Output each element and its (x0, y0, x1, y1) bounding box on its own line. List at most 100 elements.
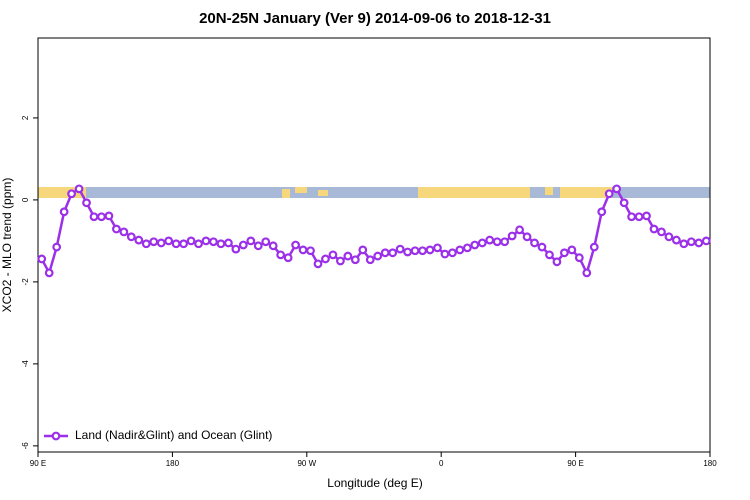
data-point (298, 245, 308, 255)
data-point (156, 238, 166, 248)
data-point (179, 239, 189, 249)
data-point (67, 189, 76, 199)
data-point (44, 268, 54, 278)
x-tick-label: 180 (166, 459, 180, 468)
data-point (679, 239, 689, 249)
data-point (545, 250, 554, 260)
legend-label: Land (Nadir&Glint) and Ocean (Glint) (75, 428, 272, 442)
data-point (134, 235, 144, 245)
y-tick-label: -6 (21, 442, 30, 450)
data-point (642, 211, 651, 221)
data-point (246, 236, 256, 246)
x-tick-label: 90 E (567, 459, 583, 468)
data-point (238, 240, 248, 250)
data-point (485, 235, 495, 245)
data-point (89, 212, 99, 222)
data-point (462, 243, 472, 253)
data-point (119, 227, 129, 237)
data-point (59, 207, 69, 217)
data-point (74, 184, 84, 194)
data-point (313, 259, 323, 269)
data-point (201, 236, 211, 246)
data-point (380, 248, 390, 258)
data-point (321, 254, 330, 264)
data-point (627, 212, 636, 222)
data-point (358, 245, 368, 255)
data-point (194, 239, 203, 249)
data-point (268, 241, 278, 251)
data-point (455, 245, 465, 255)
data-point (283, 253, 293, 263)
y-tick-label: -2 (21, 278, 30, 286)
y-tick-label: 0 (21, 197, 30, 202)
data-point (223, 238, 233, 248)
data-point (597, 207, 607, 217)
data-point (403, 247, 413, 257)
data-point (470, 240, 480, 250)
data-point (448, 248, 457, 258)
data-point (291, 240, 301, 250)
data-point (126, 232, 136, 242)
data-point (492, 237, 502, 247)
y-tick-label: -4 (21, 360, 30, 368)
data-point (500, 237, 510, 247)
data-point (530, 238, 539, 248)
data-point (276, 250, 286, 260)
data-point (701, 236, 711, 246)
data-point (388, 248, 398, 258)
data-point (373, 251, 383, 261)
data-point (582, 268, 592, 278)
data-point (515, 225, 524, 235)
y-tick-label: 2 (21, 115, 30, 120)
data-point (537, 242, 547, 252)
data-point (253, 241, 263, 251)
data-point (306, 246, 315, 256)
data-point (612, 184, 622, 194)
chart-title: 20N-25N January (Ver 9) 2014-09-06 to 20… (199, 10, 551, 27)
data-point (410, 246, 420, 256)
data-point (343, 251, 353, 261)
data-point (261, 237, 271, 247)
map-strip (38, 187, 710, 198)
data-point (365, 255, 375, 265)
data-point (477, 238, 487, 248)
data-point (604, 189, 614, 199)
data-point (440, 249, 450, 259)
legend-marker (51, 431, 61, 441)
data-point (560, 248, 569, 258)
data-point (104, 211, 114, 221)
data-point (350, 255, 360, 265)
data-point (418, 246, 427, 256)
data-point (164, 236, 174, 246)
x-tick-label: 0 (439, 459, 444, 468)
y-axis-label: XCO2 - MLO trend (ppm) (0, 178, 14, 313)
data-point (82, 198, 91, 208)
x-tick-label: 90 E (30, 459, 46, 468)
data-point (507, 231, 517, 241)
data-point (694, 238, 704, 248)
data-point (37, 254, 47, 264)
data-point (425, 245, 435, 255)
x-tick-label: 180 (703, 459, 717, 468)
data-point (52, 242, 62, 252)
x-axis-label: Longitude (deg E) (327, 476, 422, 490)
data-point (395, 244, 405, 254)
data-point (552, 257, 562, 267)
data-point (336, 256, 345, 266)
data-point (686, 237, 696, 247)
x-tick-label: 90 W (297, 459, 316, 468)
data-point (634, 212, 644, 222)
data-point (209, 237, 218, 247)
data-point (216, 239, 226, 249)
data-point (328, 250, 338, 260)
data-point (574, 253, 584, 263)
data-point (149, 237, 159, 247)
data-point (433, 243, 442, 253)
data-point (619, 198, 629, 208)
data-point (97, 212, 106, 222)
data-point (589, 242, 599, 252)
data-point (111, 224, 121, 234)
data-point (186, 236, 196, 246)
data-point (657, 227, 666, 237)
